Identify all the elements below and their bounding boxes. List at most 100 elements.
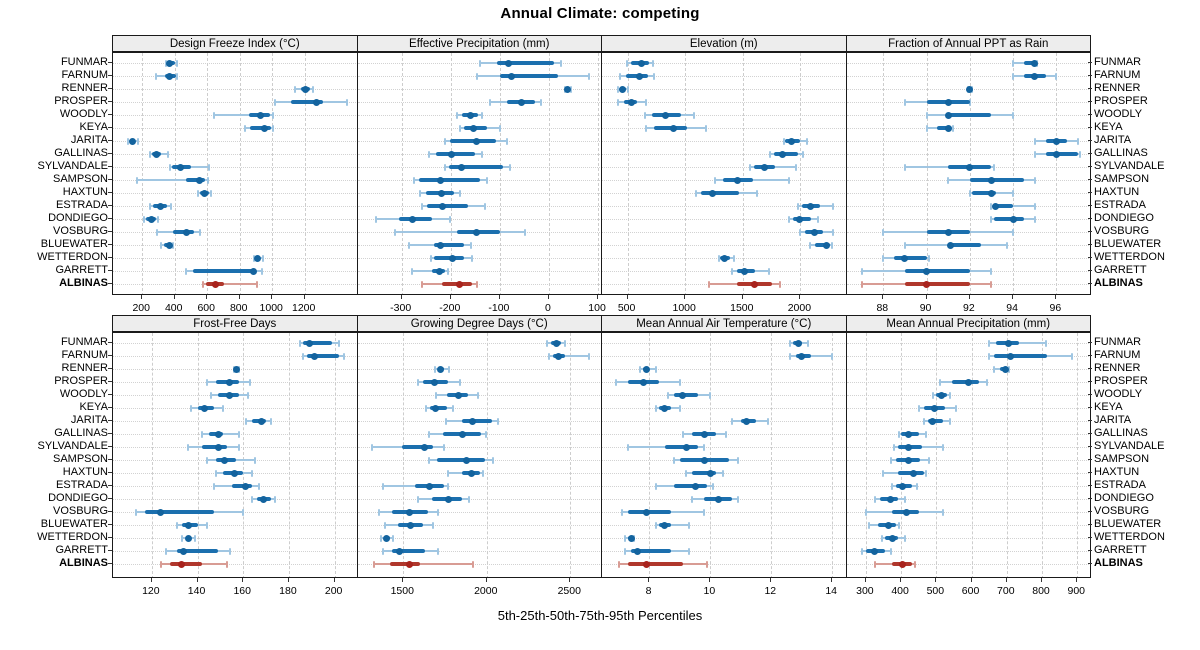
panel-body: [845, 52, 1091, 295]
y-axis-tick: [108, 368, 112, 369]
median-dot: [822, 241, 830, 249]
median-dot: [232, 365, 240, 373]
whisker-cap-high: [560, 59, 563, 67]
panel-strip: Effective Precipitation (mm): [356, 35, 602, 52]
gridline-h: [602, 395, 846, 396]
median-dot: [468, 469, 476, 477]
whisker-cap-high: [942, 443, 945, 451]
gridline-v: [570, 333, 572, 577]
gridline-v: [239, 53, 241, 294]
whisker-cap-low: [545, 339, 548, 347]
median-dot: [923, 267, 931, 275]
axis-tick-label: 12: [764, 585, 777, 597]
whisker-cap-high: [588, 72, 591, 80]
whisker-cap-low: [809, 241, 812, 249]
median-dot: [750, 280, 758, 288]
whisker-cap-low: [695, 189, 698, 197]
gridline-h: [357, 343, 602, 344]
whisker-cap-low: [168, 163, 171, 171]
x-axis-caption: 5th-25th-50th-75th-95th Percentiles: [497, 608, 703, 623]
whisker-cap-low: [382, 547, 385, 555]
whisker-cap-high: [509, 163, 512, 171]
axis-tick-label: 120: [142, 585, 160, 597]
gridline-h: [846, 219, 1091, 220]
gridline-h: [357, 102, 602, 103]
whisker-cap-low: [627, 443, 630, 451]
whisker-cap-low: [164, 547, 167, 555]
median-dot: [639, 378, 647, 386]
whisker-cap-low: [713, 176, 716, 184]
y-axis-tick: [1088, 283, 1092, 284]
whisker-cap-high: [198, 228, 201, 236]
site-label-right: WETTERDON: [1094, 530, 1165, 543]
whisker-cap-high: [249, 378, 252, 386]
whisker-cap-high: [496, 417, 499, 425]
whisker-cap-high: [794, 163, 797, 171]
interquartile-bar: [904, 282, 970, 286]
whisker-cap-low: [446, 469, 449, 477]
median-dot: [909, 469, 917, 477]
whisker-cap-low: [797, 202, 800, 210]
whisker-cap-high: [476, 280, 479, 288]
whisker-cap-low: [136, 176, 139, 184]
whisker-cap-high: [653, 72, 656, 80]
whisker-cap-high: [498, 124, 501, 132]
whisker-cap-low: [788, 339, 791, 347]
site-label-left: KEYA: [79, 120, 108, 133]
whisker-cap-low: [185, 267, 188, 275]
whisker-cap-low: [1012, 72, 1015, 80]
whisker-cap-low: [205, 456, 208, 464]
whisker-cap-low: [691, 495, 694, 503]
whisker-cap-low: [434, 391, 437, 399]
whisker-cap-high: [626, 85, 629, 93]
whisker-cap-high: [1079, 150, 1082, 158]
median-dot: [254, 254, 262, 262]
median-dot: [931, 404, 939, 412]
y-axis-tick: [108, 498, 112, 499]
site-label-right: RENNER: [1094, 361, 1141, 374]
gridline-h: [602, 115, 846, 116]
whisker-cap-low: [873, 495, 876, 503]
whisker-cap-low: [882, 469, 885, 477]
panel-title: Elevation (m): [689, 37, 758, 50]
whisker-cap-high: [221, 404, 224, 412]
median-dot: [661, 404, 669, 412]
median-dot: [721, 254, 729, 262]
whisker-cap-low: [626, 59, 628, 67]
median-dot: [923, 280, 931, 288]
whisker-cap-low: [547, 352, 550, 360]
median-dot: [517, 98, 525, 106]
whisker-cap-low: [666, 391, 669, 399]
whisker-cap-low: [408, 241, 411, 249]
axis-tick-label: 300: [856, 585, 874, 597]
axis-tick-label: 2500: [557, 585, 581, 597]
gridline-v: [771, 333, 773, 577]
y-axis-tick: [1088, 62, 1092, 63]
gridline-h: [113, 63, 357, 64]
axis-tick: [569, 578, 571, 582]
y-axis-tick: [1088, 231, 1092, 232]
y-axis-tick: [108, 511, 112, 512]
panel-title: Mean Annual Precipitation (mm): [886, 317, 1051, 330]
gridline-v: [207, 53, 209, 294]
interquartile-bar: [664, 445, 699, 449]
whisker-cap-low: [685, 469, 688, 477]
site-label-left: WOODLY: [59, 107, 108, 120]
whisker-cap-low: [925, 111, 928, 119]
gridline-h: [113, 180, 357, 181]
whisker-cap-low: [444, 137, 447, 145]
site-label-right: GALLINAS: [1094, 146, 1148, 159]
median-dot: [708, 189, 716, 197]
panel-strip: Design Freeze Index (°C): [112, 35, 358, 52]
whisker-cap-low: [618, 560, 621, 568]
interquartile-bar: [302, 341, 333, 345]
site-label-right: BLUEWATER: [1094, 237, 1162, 250]
whisker-cap-low: [243, 124, 246, 132]
whisker-cap-low: [654, 482, 657, 490]
axis-tick: [547, 295, 549, 299]
median-dot: [628, 98, 636, 106]
y-axis-tick: [108, 166, 112, 167]
interquartile-bar: [144, 510, 214, 514]
site-label-right: ALBINAS: [1094, 276, 1143, 289]
y-axis-tick: [1088, 88, 1092, 89]
